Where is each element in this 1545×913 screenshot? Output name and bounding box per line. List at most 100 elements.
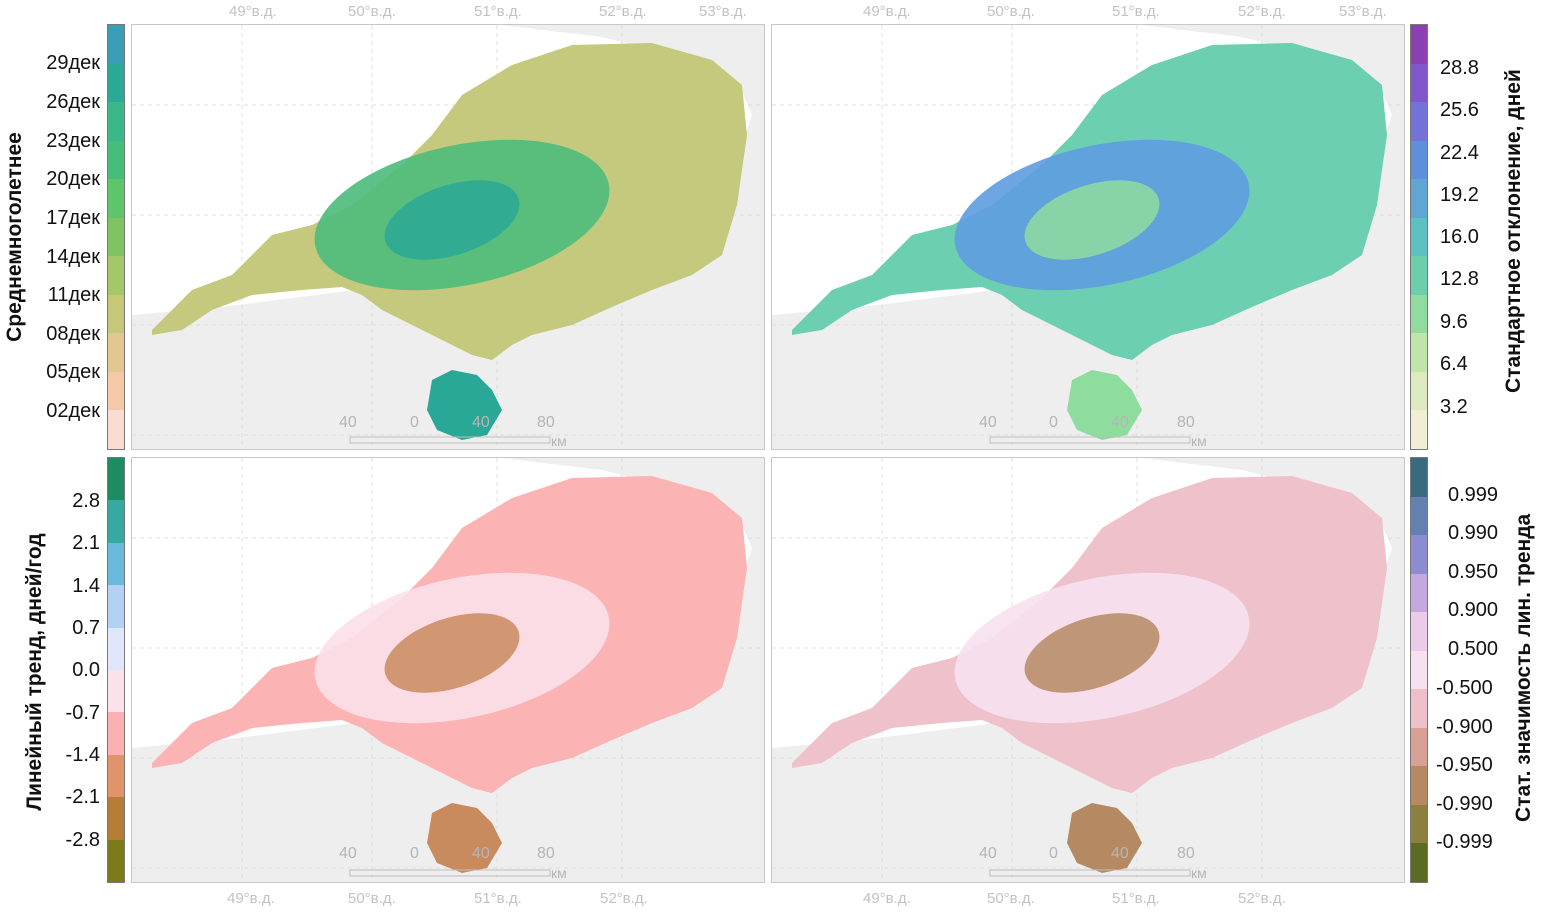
tick-std-4: 16.0	[1440, 226, 1479, 248]
tick-mean-2: 23дек	[46, 130, 100, 152]
lon-label-bottom-r2: 50°в.д.	[987, 890, 1035, 907]
sea-core-zone	[384, 180, 520, 260]
scale-unit-b: км	[551, 865, 567, 881]
colorbar-swatch	[1411, 25, 1427, 64]
colorbar-swatch	[1411, 496, 1427, 536]
map-panel-std	[771, 24, 1405, 450]
colorbar-swatch	[1411, 102, 1427, 141]
scale-unit-r: км	[1191, 433, 1207, 449]
colorbar-swatch	[108, 102, 124, 141]
scale-bar	[349, 436, 551, 444]
map-panel-mean	[131, 24, 765, 450]
map-std	[772, 25, 1404, 449]
scale-label-80-br: 80	[1177, 845, 1195, 862]
sea-core-zone	[1024, 180, 1160, 260]
tick-trend-4: 0.0	[72, 659, 100, 681]
scale-bar	[989, 869, 1191, 877]
south-bay	[1067, 370, 1142, 440]
tick-std-1: 25.6	[1440, 99, 1479, 121]
map-panel-trend	[131, 457, 765, 883]
title-signif: Стат. значимость лин. тренда	[1512, 513, 1535, 822]
colorbar-swatch	[108, 754, 124, 798]
lon-label-bottom-2: 50°в.д.	[348, 890, 396, 907]
scale-bar	[349, 869, 551, 877]
tick-mean-6: 11дек	[47, 284, 100, 306]
scale-label-40b-r: 40	[1111, 414, 1129, 431]
colorbar-swatch	[1411, 612, 1427, 651]
tick-trend-1: 2.1	[72, 532, 100, 554]
tick-mean-0: 29дек	[46, 52, 100, 74]
colorbar-swatch	[108, 256, 124, 295]
scale-label-40a-r: 40	[979, 414, 997, 431]
scale-label-0-b: 0	[410, 845, 419, 862]
lon-label-top-r4: 52°в.д.	[1238, 3, 1286, 20]
tick-mean-5: 14дек	[46, 246, 100, 268]
colorbar-swatch	[108, 839, 124, 882]
colorbar-std	[1410, 24, 1428, 450]
colorbar-swatch	[1411, 410, 1427, 449]
lon-label-top-2: 50°в.д.	[348, 3, 396, 20]
lon-label-top-5: 53°в.д.	[699, 3, 747, 20]
colorbar-swatch	[108, 500, 124, 543]
scale-label-40a-b: 40	[339, 845, 357, 862]
colorbar-swatch	[1411, 458, 1427, 497]
lon-label-top-r5: 53°в.д.	[1339, 3, 1387, 20]
colorbar-swatch	[108, 371, 124, 411]
tick-std-7: 6.4	[1440, 353, 1468, 375]
map-panel-signif	[771, 457, 1405, 883]
colorbar-swatch	[1411, 689, 1427, 728]
lon-label-top-r2: 50°в.д.	[987, 3, 1035, 20]
tick-mean-9: 02дек	[46, 400, 100, 422]
colorbar-swatch	[1411, 256, 1427, 295]
colorbar-swatch	[1411, 843, 1427, 882]
scale-unit: км	[551, 433, 567, 449]
tick-mean-8: 05дек	[46, 361, 100, 383]
tick-signif-7: -0.950	[1436, 754, 1493, 776]
tick-std-5: 12.8	[1440, 268, 1479, 290]
tick-signif-8: -0.990	[1436, 793, 1493, 815]
south-bay	[427, 803, 502, 873]
tick-trend-7: -2.1	[65, 786, 100, 808]
tick-std-6: 9.6	[1440, 311, 1468, 333]
colorbar-swatch	[108, 797, 124, 840]
colorbar-swatch	[108, 333, 124, 372]
lon-label-top-r3: 51°в.д.	[1112, 3, 1160, 20]
tick-trend-6: -1.4	[65, 744, 100, 766]
tick-signif-6: -0.900	[1436, 716, 1493, 738]
tick-mean-7: 08дек	[46, 323, 100, 345]
south-bay	[1067, 803, 1142, 873]
map-trend	[132, 458, 764, 882]
colorbar-swatch	[1411, 573, 1427, 613]
scale-label-40b-b: 40	[472, 845, 490, 862]
land-area	[132, 25, 764, 449]
title-std: Стандартное отклонение, дней	[1502, 69, 1525, 393]
colorbar-mean	[107, 24, 125, 450]
scale-label-80-b: 80	[537, 845, 555, 862]
colorbar-swatch	[1411, 217, 1427, 257]
tick-mean-1: 26дек	[46, 91, 100, 113]
colorbar-swatch	[108, 294, 124, 334]
tick-mean-4: 17дек	[46, 207, 100, 229]
colorbar-trend	[107, 457, 125, 883]
tick-signif-0: 0.999	[1448, 484, 1499, 506]
colorbar-swatch	[108, 458, 124, 501]
lon-label-bottom-r4: 52°в.д.	[1238, 890, 1286, 907]
lon-label-top-4: 52°в.д.	[599, 3, 647, 20]
south-bay	[427, 370, 502, 440]
colorbar-swatch	[1411, 179, 1427, 218]
colorbar-swatch	[108, 25, 124, 64]
scale-label-0-br: 0	[1049, 845, 1058, 862]
land-area	[772, 458, 1404, 882]
tick-std-3: 19.2	[1440, 184, 1479, 206]
colorbar-signif	[1410, 457, 1428, 883]
map-mean	[132, 25, 764, 449]
colorbar-swatch	[108, 410, 124, 449]
scale-unit-br: км	[1191, 865, 1207, 881]
tick-signif-3: 0.900	[1448, 599, 1499, 621]
colorbar-swatch	[108, 585, 124, 628]
colorbar-swatch	[108, 627, 124, 670]
colorbar-swatch	[1411, 727, 1427, 767]
scale-label-40b: 40	[472, 414, 490, 431]
lon-label-bottom-4: 52°в.д.	[600, 890, 648, 907]
colorbar-swatch	[108, 542, 124, 586]
